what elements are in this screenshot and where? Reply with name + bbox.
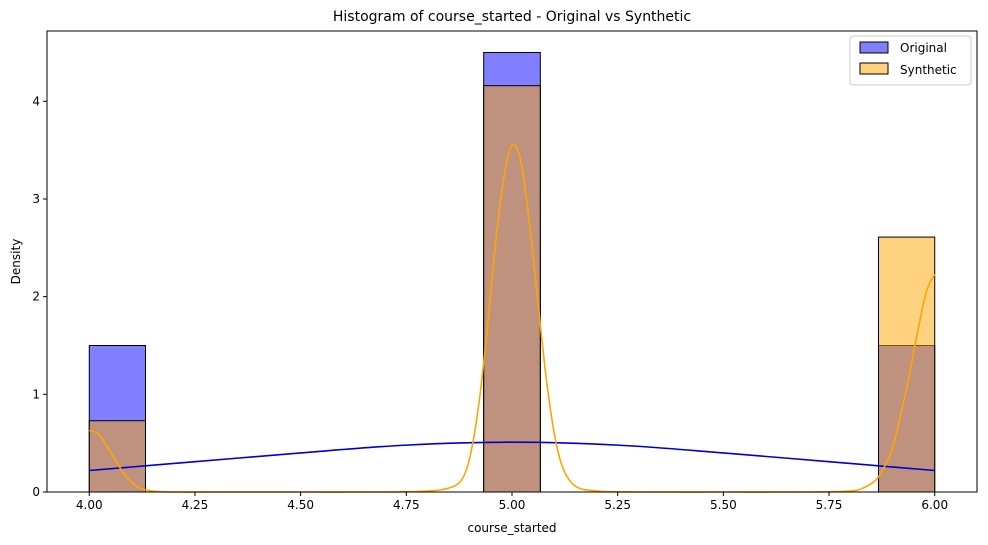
bar-synthetic-1 [483, 85, 541, 493]
x-tick-label-1: 4.25 [182, 498, 209, 512]
y-tick-label-1: 1 [32, 387, 40, 401]
legend: Original Synthetic [849, 35, 972, 86]
x-axis-ticks: 4.00 4.25 4.50 4.75 5.00 5.25 5.50 5.75 6.00 [76, 492, 948, 512]
x-tick-label-6: 5.50 [710, 498, 737, 512]
x-tick-label-7: 5.75 [816, 498, 843, 512]
kde-line-synthetic [89, 143, 936, 493]
legend-label-synthetic: Synthetic [900, 63, 957, 77]
bar-synthetic-2 [878, 236, 936, 493]
x-tick-label-4: 5.00 [499, 498, 526, 512]
legend-swatch-original [859, 41, 889, 54]
kde-layer [89, 143, 936, 493]
bar-synthetic-0 [88, 420, 146, 493]
x-tick-label-5: 5.25 [604, 498, 631, 512]
x-tick-label-2: 4.50 [287, 498, 314, 512]
x-axis-label: course_started [467, 521, 556, 535]
x-tick-label-0: 4.00 [76, 498, 103, 512]
legend-swatch-synthetic [859, 62, 889, 75]
chart-title: Histogram of course_started - Original v… [333, 9, 691, 25]
y-tick-label-0: 0 [32, 485, 40, 499]
y-axis-label: Density [9, 239, 23, 285]
y-axis-ticks: 0 1 2 3 4 [32, 94, 47, 499]
x-tick-label-3: 4.75 [393, 498, 420, 512]
y-tick-label-4: 4 [32, 94, 40, 108]
kde-line-original [89, 441, 935, 472]
y-tick-label-2: 2 [32, 290, 40, 304]
bars-layer [88, 51, 936, 493]
x-tick-label-8: 6.00 [921, 498, 948, 512]
legend-label-original: Original [900, 41, 947, 55]
y-tick-label-3: 3 [32, 192, 40, 206]
